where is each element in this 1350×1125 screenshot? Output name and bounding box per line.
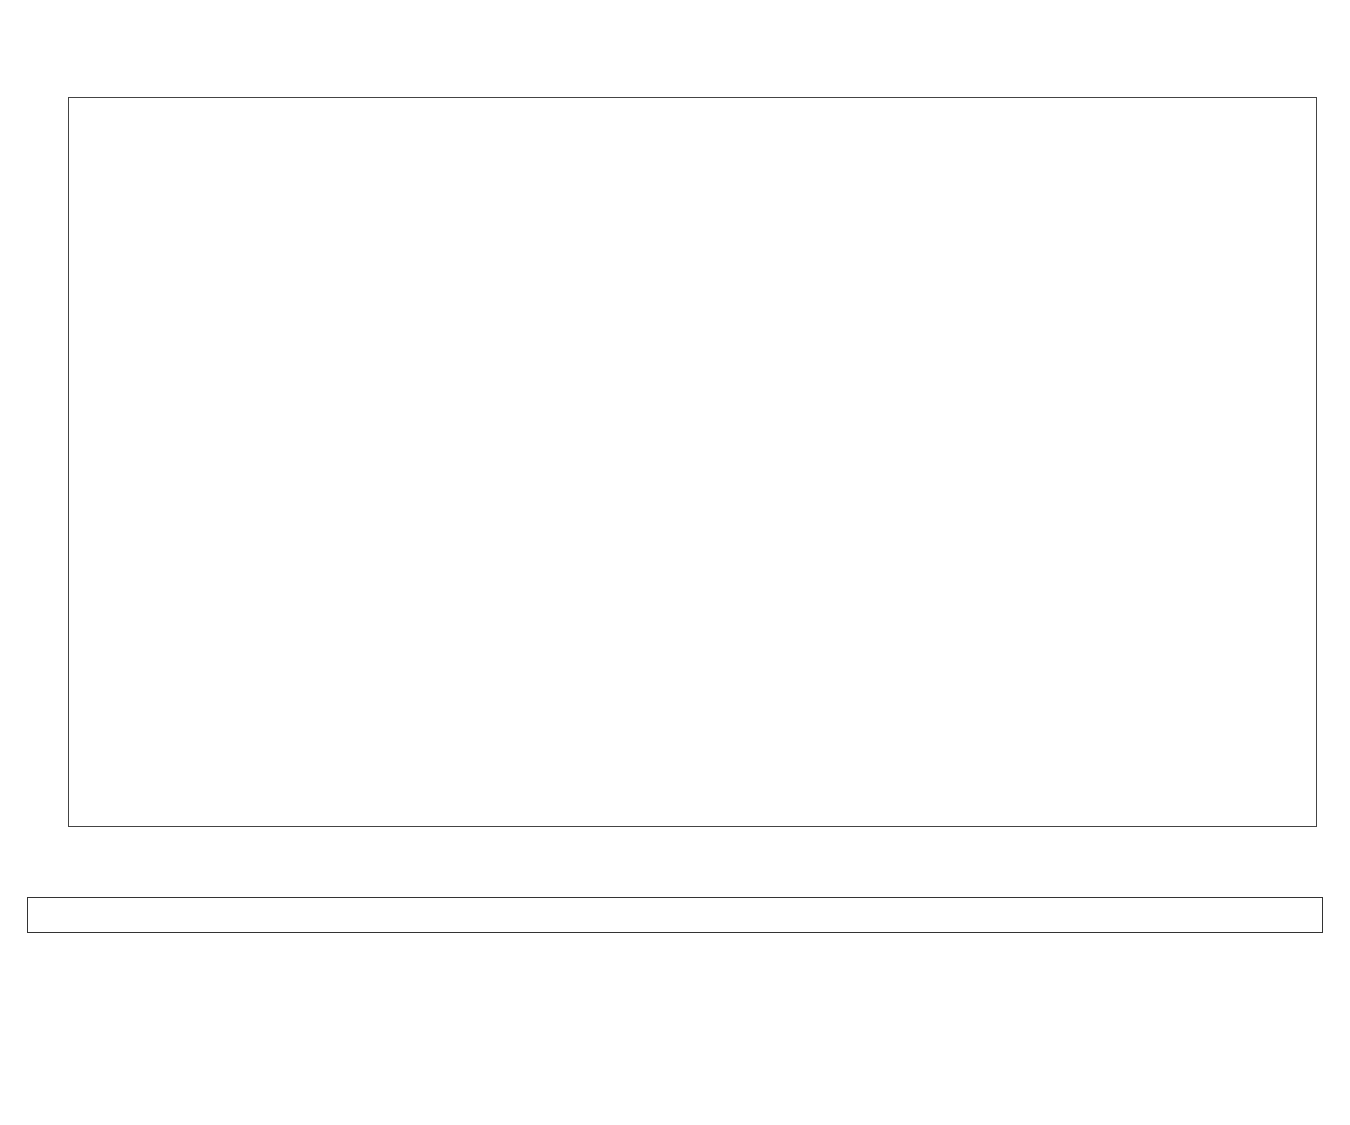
longitude-axis [68,830,1315,856]
map-plot-area [68,97,1317,827]
colorbar-legend [27,866,1323,967]
rainfall-skill-map [69,98,1316,826]
latitude-axis [0,97,62,825]
colorbar-quality-labels [27,866,1323,897]
colorbar-tick-labels [27,933,1323,959]
footer-meta-row [27,1016,1323,1040]
figure-footer [27,1016,1323,1049]
colorbar [27,897,1323,933]
